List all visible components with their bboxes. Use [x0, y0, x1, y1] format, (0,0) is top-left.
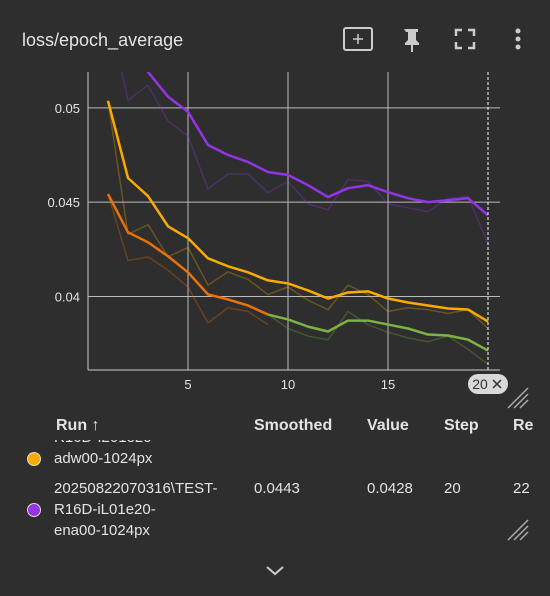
column-header: Step [444, 417, 479, 434]
run-name: R16D-I201e20 [54, 440, 152, 448]
cell-relative: 22 [513, 480, 530, 497]
smoothed-line [106, 100, 489, 323]
resize-handle[interactable] [507, 387, 529, 409]
column-header: Run ↑ [56, 417, 100, 434]
fit-icon[interactable] [343, 27, 373, 51]
cursor-chip [468, 374, 508, 394]
column-header: Value [367, 417, 409, 434]
run-name: ena00-1024px [54, 522, 150, 539]
expand-chevron[interactable] [266, 566, 284, 576]
chart: 0.04 0.045 0.05 5 10 15 20 [47, 72, 529, 409]
column-header: Smoothed [254, 417, 333, 434]
cell-value: 0.0428 [367, 480, 413, 497]
pin-icon[interactable] [404, 29, 419, 52]
column-header: Re [513, 417, 534, 434]
card-title: loss/epoch_average [22, 30, 184, 50]
y-tick-label: 0.04 [55, 289, 80, 304]
x-tick-label: 15 [381, 377, 395, 392]
smoothed-line [146, 72, 489, 217]
toolbar [343, 27, 521, 52]
cursor-close[interactable] [492, 379, 502, 389]
run-name: R16D-iL01e20- [54, 501, 156, 518]
resize-handle[interactable] [507, 519, 529, 541]
raw-line [107, 193, 269, 326]
fullscreen-icon[interactable] [454, 28, 476, 50]
run-name: adw00-1024px [54, 450, 153, 467]
raw-line [267, 310, 489, 365]
x-tick-label: 10 [281, 377, 295, 392]
cursor-label: 20 [472, 376, 488, 392]
run-color-dot [27, 503, 41, 517]
table-body: R16D-I201e20 adw00-1024px 20250822070316\T… [0, 440, 550, 560]
cell-smoothed: 0.0443 [254, 480, 300, 497]
smoothed-line [267, 313, 489, 352]
raw-line [107, 100, 489, 330]
cell-step: 20 [444, 480, 461, 497]
run-name: 20250822070316\TEST- [54, 480, 218, 497]
x-tick-label: 5 [184, 377, 191, 392]
y-tick-label: 0.045 [47, 195, 80, 210]
run-color-dot [27, 452, 41, 466]
raw-line [120, 72, 489, 244]
y-tick-label: 0.05 [55, 101, 80, 116]
smoothed-line [106, 193, 269, 316]
menu-icon[interactable] [515, 28, 521, 50]
